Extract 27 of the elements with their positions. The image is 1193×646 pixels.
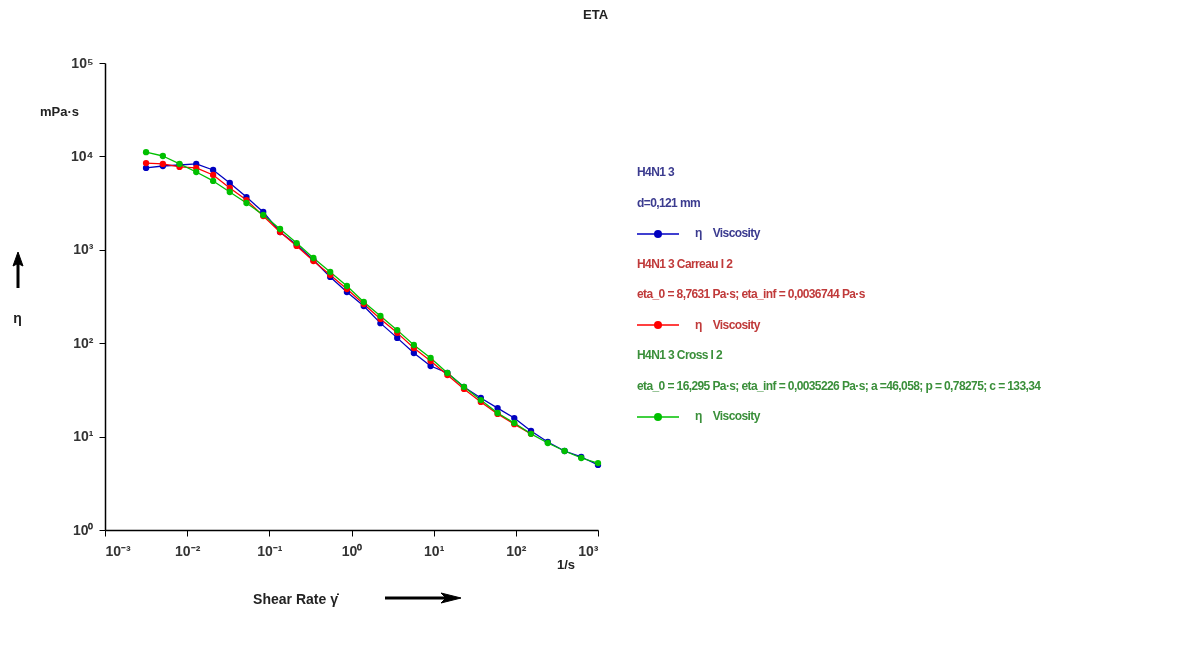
y-tick-label: 10³ [73, 241, 94, 258]
y-tick-label: 10⁰ [72, 521, 94, 538]
x-tick-label: 10⁻³ [105, 542, 132, 559]
y-tick-label: 10² [73, 334, 94, 351]
y-tick-label: 10¹ [73, 428, 94, 445]
text: mPa·s [40, 104, 80, 119]
y-tick-label: 10⁵ [71, 54, 94, 71]
x-tick-label: 10² [506, 542, 527, 559]
x-tick-label: 10⁻¹ [257, 542, 283, 559]
x-tick-label: 10⁻² [175, 542, 201, 559]
x-tick-label: 10⁰ [341, 542, 363, 559]
x-tick-label: 10³ [578, 542, 599, 559]
x-tick-label: 10¹ [424, 542, 445, 559]
text: eta_0 = 16,295 Pa·s; eta_inf = 0,0035226 Pa·s; a =46,058; p = 0,78275; c = 133,34 [637, 377, 1041, 395]
x-axis-title: Shear Rate γ̇ [253, 590, 339, 607]
text: eta_0 = 8,7631 Pa·s; eta_inf = 0,0036744 Pa·s [637, 286, 866, 303]
y-tick-label: 10⁴ [71, 147, 94, 164]
legend-label: η Viscosity [695, 317, 760, 332]
legend-label: η Viscosity [695, 226, 760, 240]
y-axis-title: η [13, 309, 22, 326]
text: H4N1 3 [637, 164, 676, 181]
legend-label: η Viscosity [695, 409, 760, 423]
chart-title: ETA [582, 7, 609, 22]
text: 1/s [557, 557, 576, 572]
text: H4N1 3 Carreau I 2 [637, 255, 734, 273]
text: d=0,121 mm [637, 194, 702, 212]
text: H4N1 3 Cross I 2 [637, 347, 724, 364]
